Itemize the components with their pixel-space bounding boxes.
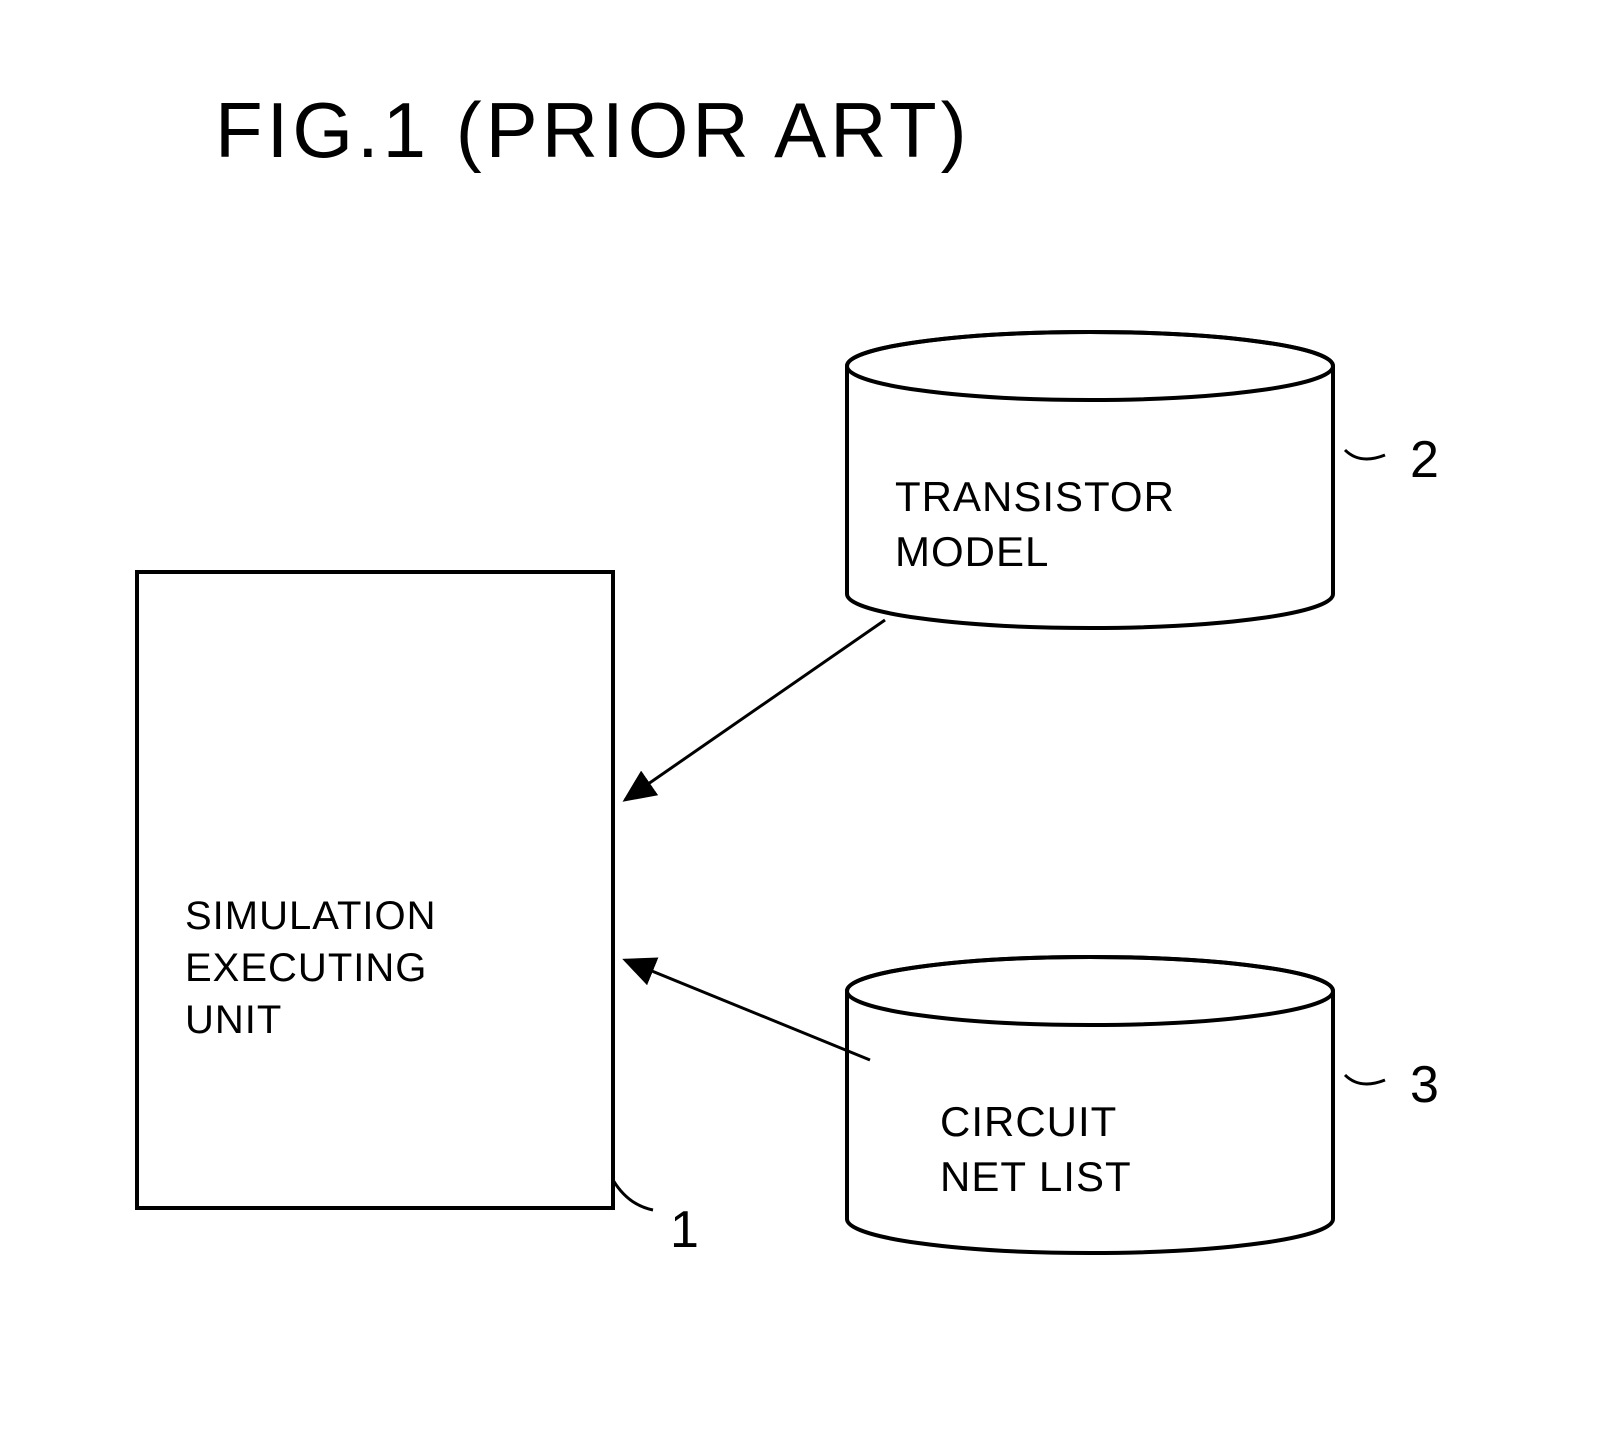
diagram-container: FIG.1 (PRIOR ART) SIMULATION EXECUTING U…: [0, 0, 1616, 1435]
arrow-netlist-to-sim: [0, 0, 1616, 1435]
